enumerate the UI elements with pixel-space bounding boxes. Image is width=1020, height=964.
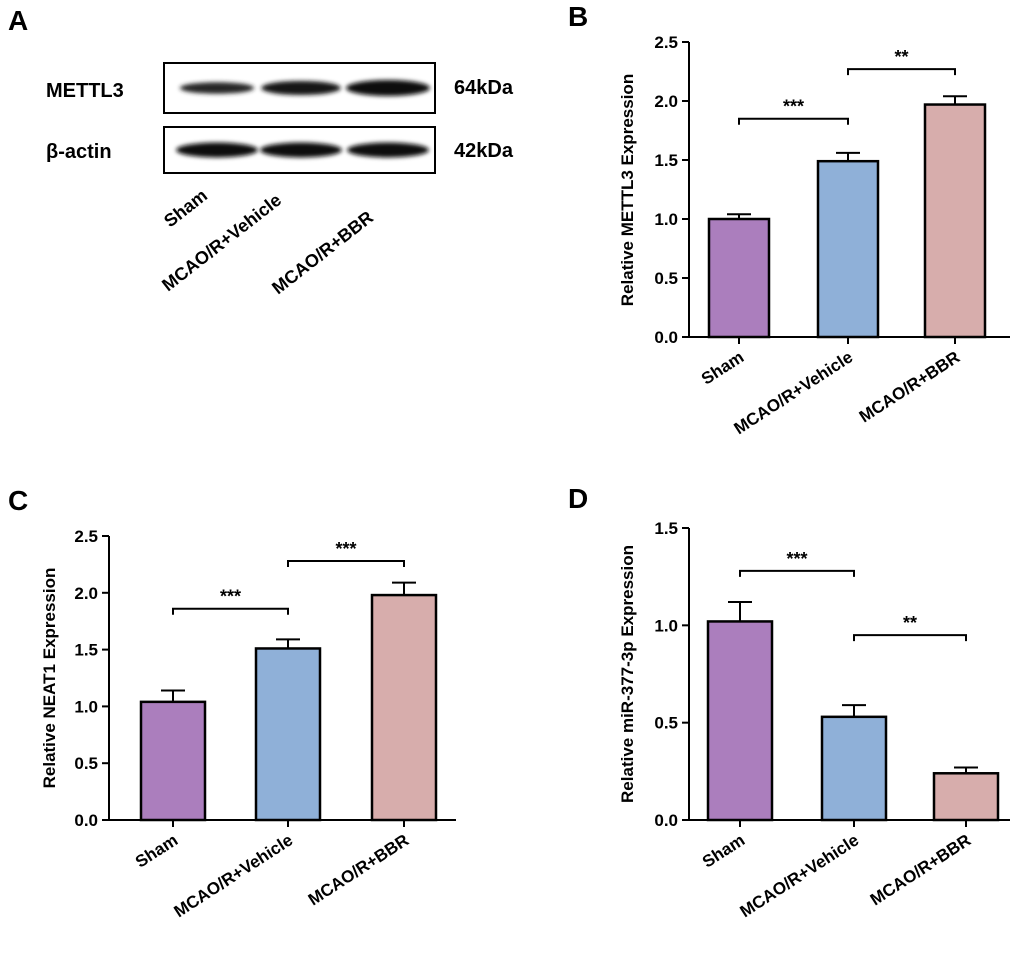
- blot-band-actin-1: [260, 142, 342, 158]
- chart-d: 0.0 0.5 1.0 1.5 Relative miR-377-3p Expressi…: [618, 519, 1010, 921]
- blot-band-mettl3-0: [179, 82, 255, 94]
- bar-d-vehicle: [820, 715, 888, 822]
- y-tick-label-d-0: 0.0: [654, 811, 678, 830]
- bar-d-bbr: [932, 772, 1000, 822]
- western-blot: METTL3 β-actin 64kDa 42kDa Sham MCAO/R+V…: [46, 62, 514, 298]
- blot-size-actin: 42kDa: [454, 140, 514, 162]
- significance-label-b-0: ***: [783, 97, 804, 117]
- y-tick-label-b-4: 2.0: [654, 92, 678, 111]
- panel-letter-b: B: [568, 1, 588, 32]
- y-tick-label-c-2: 1.0: [74, 697, 98, 716]
- significance-bracket-d-1: [853, 634, 967, 642]
- x-tick-label-b-vehicle: MCAO/R+Vehicle: [731, 347, 857, 438]
- y-tick-label-b-3: 1.5: [654, 151, 678, 170]
- y-tick-label-b-2: 1.0: [654, 210, 678, 229]
- significance-bracket-b-0: [738, 117, 849, 125]
- y-tick-label-d-1: 0.5: [654, 714, 678, 733]
- panel-letter-d: D: [568, 483, 588, 514]
- x-tick-label-d-sham: Sham: [699, 830, 748, 871]
- y-axis-label-b: Relative METTL3 Expression: [618, 74, 637, 306]
- bar-b-vehicle: [816, 159, 880, 339]
- y-tick-label-d-3: 1.5: [654, 519, 678, 538]
- x-tick-label-c-vehicle: MCAO/R+Vehicle: [171, 830, 297, 921]
- significance-label-d-0: ***: [786, 549, 807, 569]
- blot-row-label-mettl3: METTL3: [46, 80, 124, 102]
- y-tick-label-c-0: 0.0: [74, 811, 98, 830]
- significance-bracket-d-0: [739, 569, 855, 577]
- blot-band-actin-2: [347, 142, 429, 158]
- x-tick-label-b-bbr: MCAO/R+BBR: [856, 347, 963, 426]
- bar-b-sham: [707, 217, 771, 339]
- bar-c-bbr: [370, 593, 438, 822]
- y-tick-label-c-4: 2.0: [74, 584, 98, 603]
- significance-label-c-0: ***: [220, 587, 241, 607]
- blot-row-label-actin: β-actin: [46, 141, 112, 163]
- x-tick-label-b-sham: Sham: [698, 347, 747, 388]
- blot-size-mettl3: 64kDa: [454, 77, 514, 99]
- x-tick-label-c-sham: Sham: [132, 830, 181, 871]
- panel-letter-c: C: [8, 485, 28, 516]
- significance-bracket-c-0: [172, 607, 289, 615]
- blot-band-mettl3-2: [346, 80, 430, 96]
- significance-bracket-b-1: [847, 68, 956, 76]
- chart-c: 0.0 0.5 1.0 1.5 2.0 2.5 Relative NEAT1 Express…: [40, 527, 456, 921]
- x-tick-label-c-bbr: MCAO/R+BBR: [305, 830, 412, 909]
- y-axis-label-c: Relative NEAT1 Expression: [40, 568, 59, 789]
- bar-c-sham: [139, 700, 207, 822]
- chart-b: 0.0 0.5 1.0 1.5 2.0 2.5 Relative METTL3 Expres…: [618, 33, 1010, 438]
- y-tick-label-d-2: 1.0: [654, 616, 678, 635]
- bar-d-sham: [706, 620, 774, 822]
- significance-label-d-1: **: [903, 613, 917, 633]
- y-tick-label-b-0: 0.0: [654, 328, 678, 347]
- panel-letter-a: A: [8, 5, 28, 36]
- blot-lane-label-sham: Sham: [160, 185, 211, 231]
- bar-b-bbr: [923, 103, 987, 339]
- x-tick-label-d-bbr: MCAO/R+BBR: [867, 830, 974, 909]
- blot-band-mettl3-1: [261, 81, 341, 95]
- blot-band-actin-0: [176, 142, 258, 158]
- bar-c-vehicle: [254, 647, 322, 822]
- y-tick-label-b-1: 0.5: [654, 269, 678, 288]
- y-tick-label-c-1: 0.5: [74, 754, 98, 773]
- y-tick-label-b-5: 2.5: [654, 33, 678, 52]
- significance-bracket-c-1: [287, 559, 405, 567]
- x-tick-label-d-vehicle: MCAO/R+Vehicle: [737, 830, 863, 921]
- y-tick-label-c-3: 1.5: [74, 641, 98, 660]
- significance-label-c-1: ***: [335, 539, 356, 559]
- y-axis-label-d: Relative miR-377-3p Expression: [618, 545, 637, 803]
- blot-lane-label-bbr: MCAO/R+BBR: [268, 207, 377, 298]
- y-tick-label-c-5: 2.5: [74, 527, 98, 546]
- significance-label-b-1: **: [894, 47, 908, 67]
